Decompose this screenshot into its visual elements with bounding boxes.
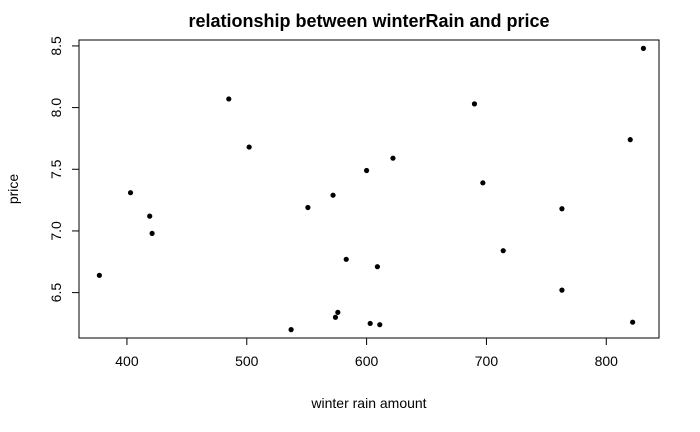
x-tick-label: 800 — [595, 353, 619, 369]
y-tick-label: 8.5 — [48, 36, 64, 56]
x-tick-label: 400 — [115, 353, 139, 369]
y-tick-label: 7.0 — [48, 221, 64, 241]
data-point — [367, 320, 373, 327]
data-point — [335, 309, 341, 315]
data-point — [149, 230, 155, 237]
data-point — [630, 319, 636, 325]
data-point — [343, 256, 349, 262]
y-axis: 6.5 7.0 7.5 8.0 8.5 — [48, 36, 79, 302]
data-points — [96, 45, 647, 333]
data-point — [288, 327, 294, 333]
data-point — [246, 144, 252, 150]
data-point — [480, 180, 486, 186]
x-tick-label: 700 — [475, 353, 499, 369]
data-point — [390, 155, 396, 161]
x-tick-label: 500 — [235, 353, 259, 369]
data-point — [374, 264, 380, 270]
data-point — [330, 192, 336, 198]
y-tick-label: 6.5 — [48, 283, 64, 303]
data-point — [640, 45, 647, 51]
y-tick-label: 8.0 — [48, 98, 64, 118]
data-point — [377, 322, 383, 328]
data-point — [559, 287, 565, 293]
x-tick-label: 600 — [355, 353, 379, 369]
data-point — [500, 248, 506, 254]
data-point — [147, 213, 153, 219]
data-point — [332, 314, 339, 320]
data-point — [627, 137, 633, 143]
data-point — [127, 190, 134, 196]
y-axis-label: price — [5, 174, 21, 205]
y-tick-label: 7.5 — [48, 159, 64, 179]
data-point — [471, 101, 478, 107]
plot-frame — [78, 39, 660, 339]
data-point — [226, 96, 232, 102]
chart-title: relationship between winterRain and pric… — [188, 11, 549, 31]
x-axis-label: winter rain amount — [310, 395, 426, 411]
x-axis: 400 500 600 700 800 — [115, 338, 618, 369]
data-point — [305, 204, 311, 211]
data-point — [559, 206, 565, 212]
data-point — [364, 167, 370, 174]
data-point — [96, 272, 102, 278]
